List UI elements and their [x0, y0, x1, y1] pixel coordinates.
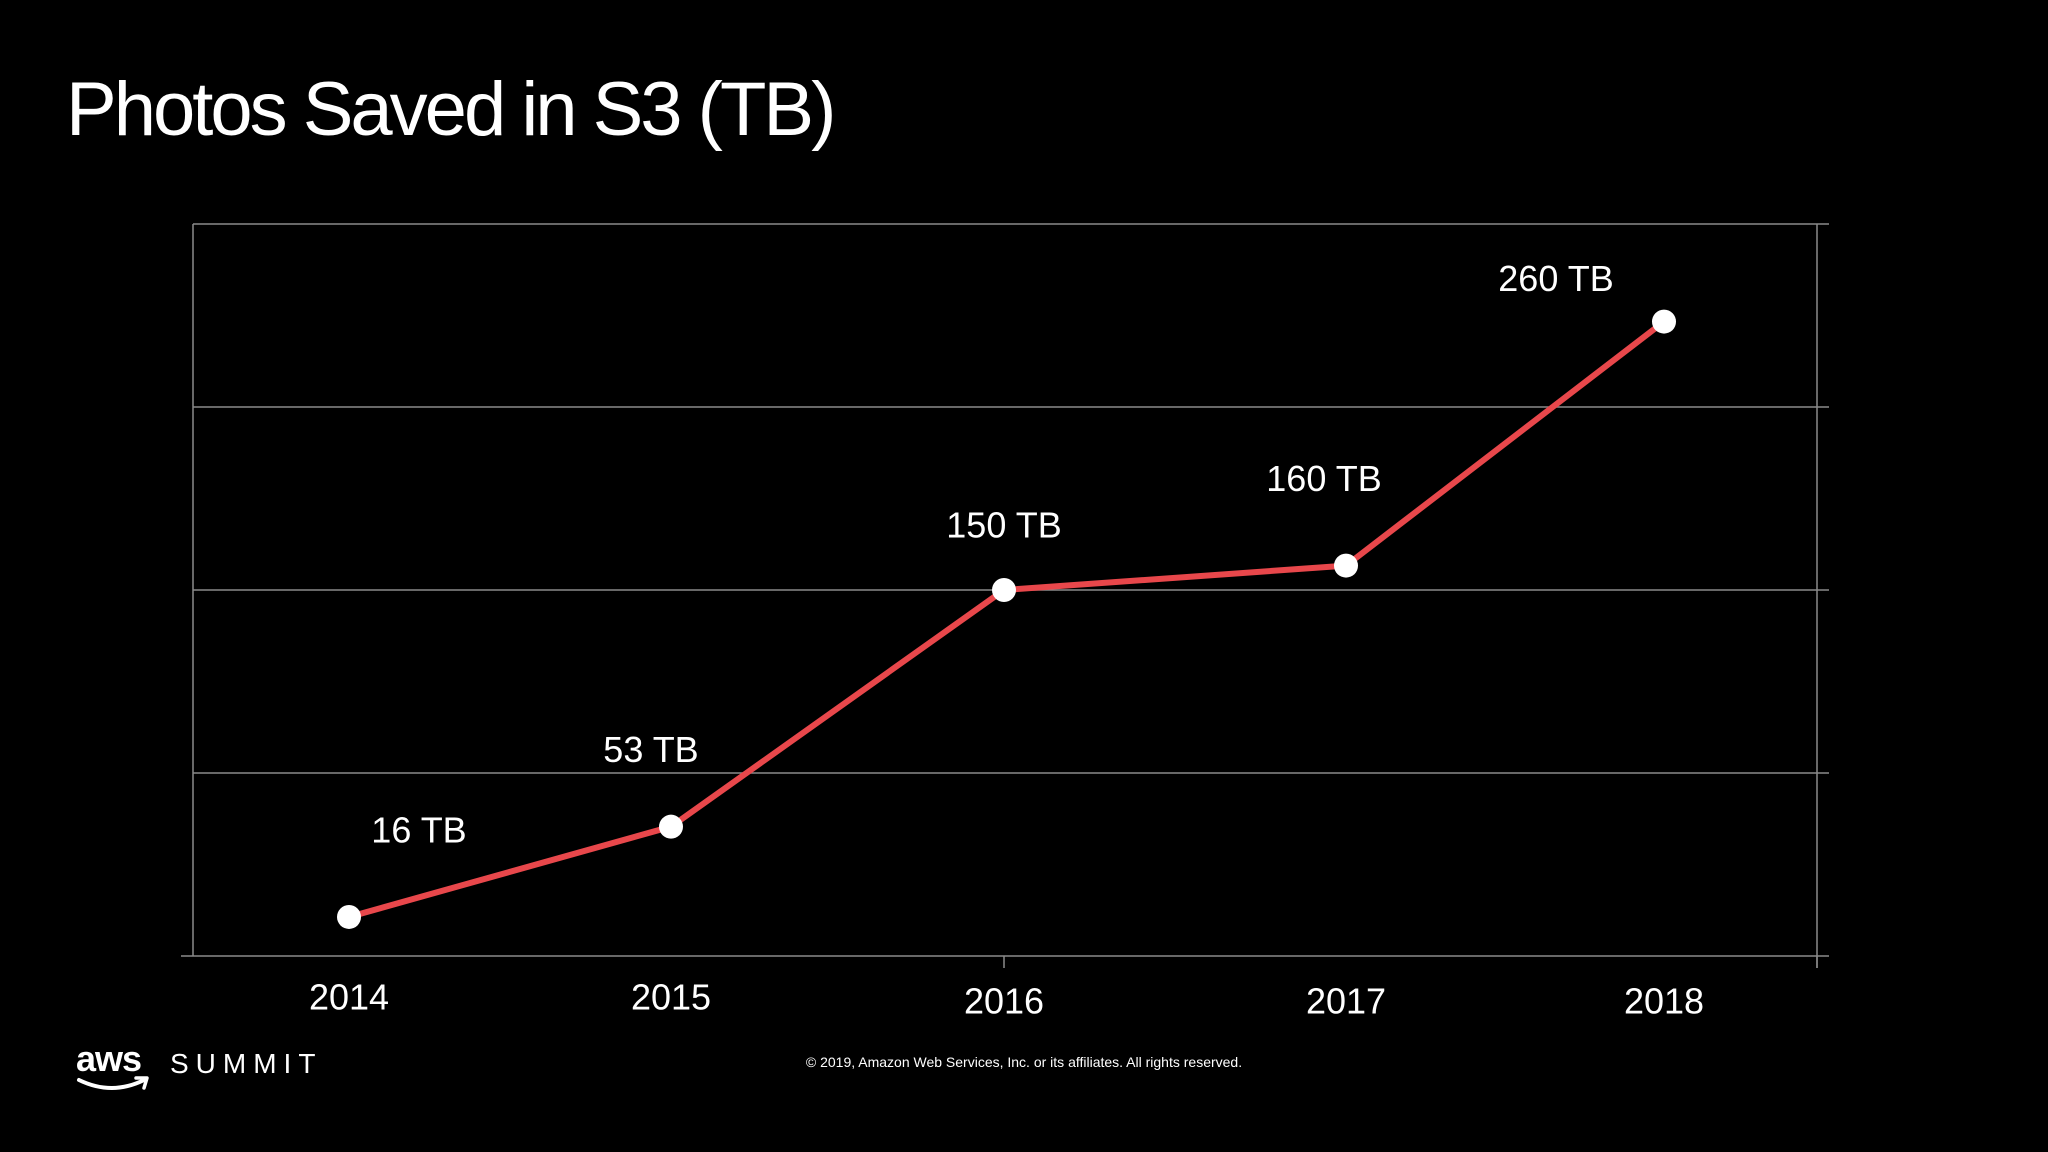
aws-logo-text: aws — [76, 1038, 142, 1079]
chart-markers — [337, 309, 1676, 929]
x-tick-label-2014: 2014 — [309, 977, 389, 1018]
series-line — [346, 318, 1667, 920]
chart-series — [346, 318, 1667, 920]
data-label-2016: 150 TB — [946, 505, 1061, 546]
data-label-2015: 53 TB — [603, 729, 698, 770]
chart-x-ticks: 2014 2015 2016 2017 2018 — [309, 977, 1704, 1022]
aws-smile-icon — [77, 1076, 149, 1090]
copyright-notice: © 2019, Amazon Web Services, Inc. or its… — [805, 1054, 1243, 1070]
data-point-2015 — [659, 814, 683, 839]
data-label-2014: 16 TB — [371, 809, 466, 850]
data-point-2014 — [337, 904, 361, 929]
x-tick-label-2016: 2016 — [964, 981, 1044, 1022]
page-title: Photos Saved in S3 (TB) — [66, 67, 836, 152]
data-point-2017 — [1334, 553, 1358, 578]
aws-summit-logo: aws SUMMIT — [76, 1038, 315, 1100]
x-tick-label-2015: 2015 — [631, 977, 711, 1018]
data-label-2017: 160 TB — [1266, 458, 1381, 499]
summit-logo-text: SUMMIT — [170, 1048, 323, 1079]
data-point-2016 — [992, 578, 1016, 602]
aws-logo: aws — [76, 1038, 152, 1100]
chart-data-labels: 16 TB 53 TB 150 TB 160 TB 260 TB — [371, 258, 1613, 850]
x-tick-label-2017: 2017 — [1306, 981, 1386, 1022]
data-point-2018 — [1652, 309, 1676, 334]
x-tick-label-2018: 2018 — [1624, 981, 1704, 1022]
data-label-2018: 260 TB — [1498, 258, 1613, 299]
